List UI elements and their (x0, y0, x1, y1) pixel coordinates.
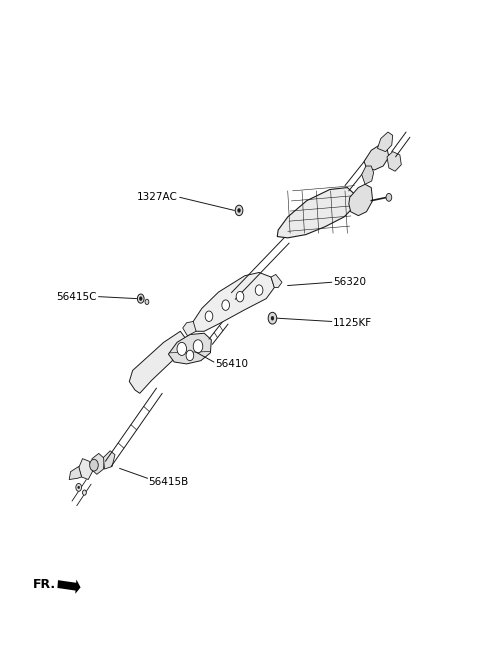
Circle shape (236, 291, 244, 302)
Polygon shape (168, 333, 211, 364)
Circle shape (193, 340, 203, 353)
Text: 56320: 56320 (333, 277, 366, 287)
Circle shape (238, 209, 240, 213)
Circle shape (83, 490, 86, 495)
Polygon shape (104, 451, 115, 469)
Text: FR.: FR. (33, 577, 56, 590)
Polygon shape (183, 321, 196, 336)
Polygon shape (129, 331, 188, 394)
Circle shape (139, 297, 142, 300)
Text: 1125KF: 1125KF (333, 318, 372, 328)
Text: 1327AC: 1327AC (137, 192, 178, 202)
Polygon shape (91, 453, 105, 474)
Circle shape (255, 285, 263, 295)
Circle shape (271, 316, 274, 320)
Text: 56410: 56410 (215, 359, 248, 369)
Polygon shape (69, 466, 82, 480)
Circle shape (137, 294, 144, 303)
Polygon shape (192, 272, 275, 331)
Polygon shape (387, 152, 401, 171)
Circle shape (177, 342, 187, 356)
Circle shape (90, 459, 98, 471)
Polygon shape (277, 188, 355, 238)
Circle shape (145, 299, 149, 304)
Polygon shape (349, 184, 372, 216)
Circle shape (78, 486, 80, 489)
Text: 56415B: 56415B (148, 476, 189, 487)
Circle shape (205, 311, 213, 321)
Polygon shape (271, 274, 282, 287)
Polygon shape (364, 145, 389, 170)
Text: 56415C: 56415C (56, 292, 97, 302)
Polygon shape (362, 166, 373, 184)
FancyArrow shape (58, 579, 81, 594)
Circle shape (222, 300, 229, 310)
Polygon shape (79, 459, 93, 480)
Circle shape (268, 312, 277, 324)
Circle shape (386, 194, 392, 201)
Polygon shape (377, 132, 393, 152)
Circle shape (76, 483, 82, 491)
Circle shape (235, 205, 243, 216)
Circle shape (186, 350, 194, 361)
